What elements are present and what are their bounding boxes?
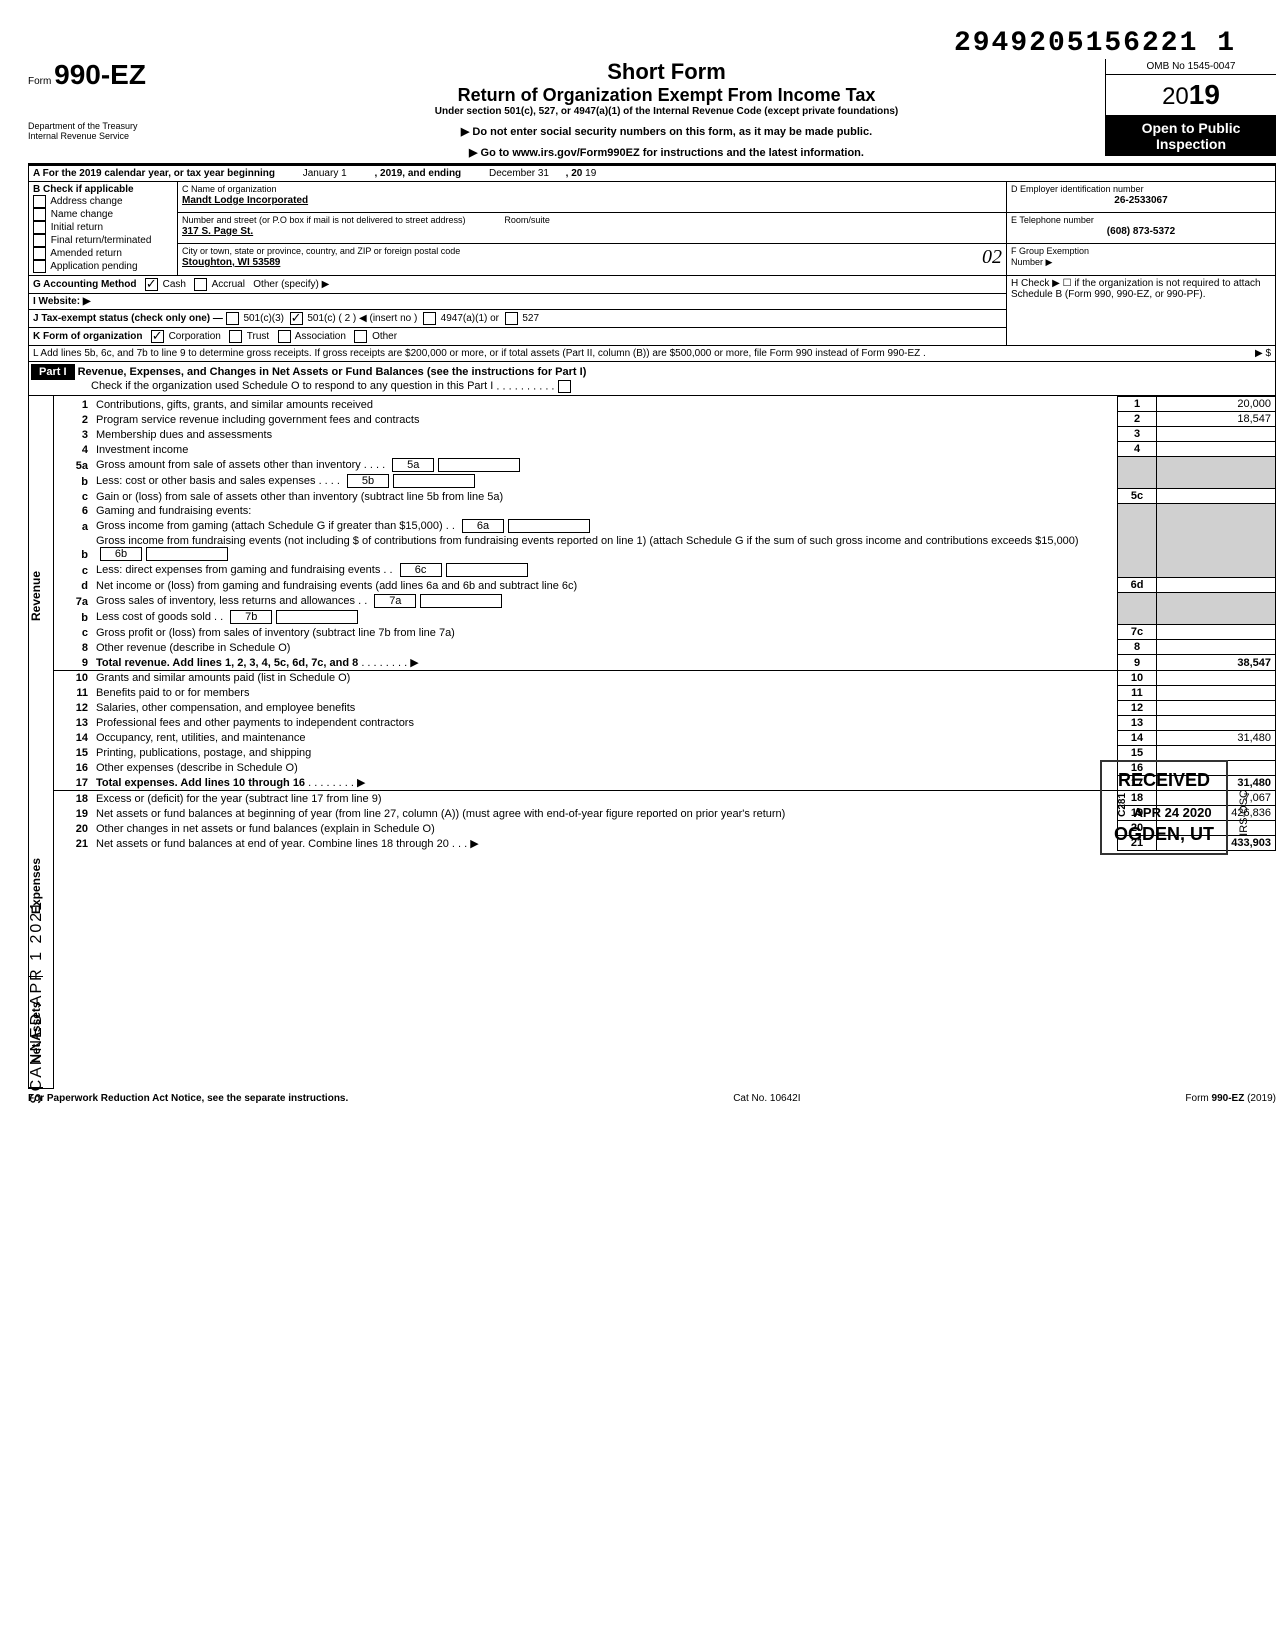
section-d-label: D Employer identification number	[1011, 184, 1144, 194]
irs-osc-stamp: IRS-OSC	[1238, 790, 1250, 836]
checkbox-accrual[interactable]	[194, 278, 207, 291]
begin-date: January 1	[303, 168, 347, 179]
section-k-label: K Form of organization	[33, 331, 142, 342]
no-ssn-notice: ▶ Do not enter social security numbers o…	[228, 125, 1105, 138]
scanned-stamp: SCANNED APR 1 2021	[28, 0, 46, 1104]
checkbox-trust[interactable]	[229, 330, 242, 343]
part1-title: Revenue, Expenses, and Changes in Net As…	[78, 366, 587, 378]
addr-label: Number and street (or P.O box if mail is…	[182, 215, 465, 225]
dept-irs: Internal Revenue Service	[28, 131, 228, 141]
tax-year: 20201919	[1106, 75, 1276, 116]
telephone: (608) 873-5372	[1011, 226, 1271, 237]
org-name: Mandt Lodge Incorporated	[182, 195, 308, 206]
section-c-label: C Name of organization	[182, 184, 277, 194]
goto-notice: ▶ Go to www.irs.gov/Form990EZ for instru…	[228, 146, 1105, 159]
footer-right: Form 990-EZ (2019)	[1185, 1093, 1276, 1104]
section-l-text: L Add lines 5b, 6c, and 7b to line 9 to …	[33, 348, 926, 359]
checkbox-cash[interactable]	[145, 278, 158, 291]
checkbox-schedule-o[interactable]	[558, 380, 571, 393]
document-id: 2949205156221 1	[28, 28, 1276, 59]
section-f-label: F Group Exemption	[1011, 246, 1089, 256]
line-a-label: A For the 2019 calendar year, or tax yea…	[33, 168, 275, 179]
section-l-arrow: ▶ $	[1255, 348, 1271, 359]
omb-number: OMB No 1545-0047	[1106, 59, 1276, 75]
checkbox-corp[interactable]	[151, 330, 164, 343]
info-table: A For the 2019 calendar year, or tax yea…	[28, 165, 1276, 362]
city-state-zip: Stoughton, WI 53589	[182, 257, 280, 268]
line-2-value: 18,547	[1157, 412, 1276, 427]
section-b-header: B Check if applicable	[33, 184, 134, 195]
under-section: Under section 501(c), 527, or 4947(a)(1)…	[228, 106, 1105, 117]
checkbox-501c3[interactable]	[226, 312, 239, 325]
footer-center: Cat No. 10642I	[733, 1093, 800, 1104]
dept-treasury: Department of the Treasury	[28, 121, 228, 131]
checkbox-527[interactable]	[505, 312, 518, 325]
handwritten-02: 02	[982, 246, 1002, 269]
line-1-value: 20,000	[1157, 397, 1276, 412]
checkbox-other-org[interactable]	[354, 330, 367, 343]
short-form-title: Short Form	[228, 59, 1105, 85]
checkbox-4947[interactable]	[423, 312, 436, 325]
end-date: December 31	[489, 168, 549, 179]
checkbox-assoc[interactable]	[278, 330, 291, 343]
ein: 26-2533067	[1011, 195, 1271, 206]
checkbox-501c[interactable]	[290, 312, 303, 325]
city-label: City or town, state or province, country…	[182, 246, 460, 256]
lines-table: 1Contributions, gifts, grants, and simil…	[54, 396, 1276, 851]
form-number: Form 990-EZ	[28, 59, 228, 91]
line-14-value: 31,480	[1157, 730, 1276, 745]
section-f-number: Number ▶	[1011, 257, 1052, 267]
open-to-public: Open to Public Inspection	[1106, 116, 1276, 156]
section-h: H Check ▶ ☐ if the organization is not r…	[1007, 276, 1276, 346]
part1-check-text: Check if the organization used Schedule …	[91, 380, 493, 392]
section-e-label: E Telephone number	[1011, 215, 1094, 225]
section-g-label: G Accounting Method	[33, 279, 137, 290]
street-address: 317 S. Page St.	[182, 226, 253, 237]
footer: For Paperwork Reduction Act Notice, see …	[28, 1093, 1276, 1104]
footer-left: For Paperwork Reduction Act Notice, see …	[28, 1093, 348, 1104]
received-stamp: RECEIVED C281 APR 24 2020 OGDEN, UT	[1100, 760, 1228, 855]
return-title: Return of Organization Exempt From Incom…	[228, 85, 1105, 106]
line-9-value: 38,547	[1157, 655, 1276, 671]
section-j-label: J Tax-exempt status (check only one) —	[33, 313, 223, 324]
form-header: Form 990-EZ Department of the Treasury I…	[28, 59, 1276, 165]
